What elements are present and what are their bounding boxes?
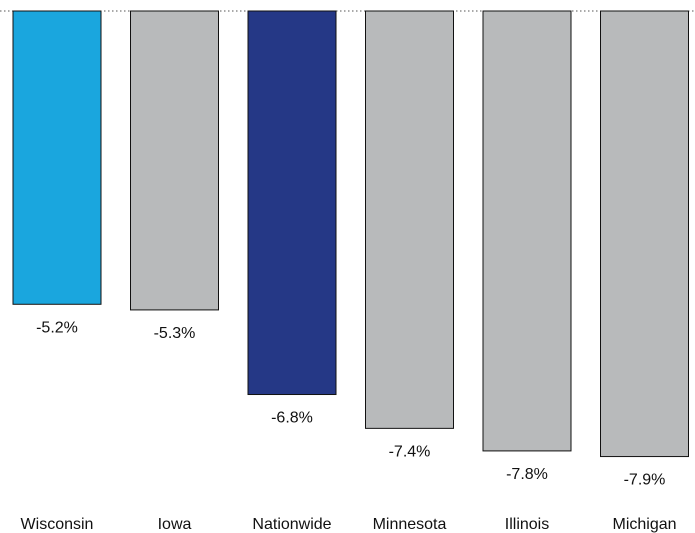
value-label-minnesota: -7.4% [389, 443, 431, 460]
value-label-iowa: -5.3% [154, 325, 196, 342]
category-label-michigan: Michigan [612, 516, 676, 533]
category-label-minnesota: Minnesota [373, 516, 447, 533]
bar-michigan [600, 10, 689, 458]
category-label-illinois: Illinois [505, 516, 549, 533]
value-label-wisconsin: -5.2% [36, 319, 78, 336]
bars-group [12, 10, 689, 458]
category-labels-group: Wisconsin Iowa Nationwide Minnesota Illinois… [21, 516, 677, 533]
value-labels-group: -5.2% -5.3% -6.8% -7.4% -7.8% -7.9% [36, 319, 665, 488]
bar-illinois [482, 10, 572, 452]
category-label-wisconsin: Wisconsin [21, 516, 94, 533]
bar-iowa [130, 10, 219, 311]
bar-minnesota [365, 10, 454, 429]
value-label-illinois: -7.8% [506, 466, 548, 483]
category-label-nationwide: Nationwide [252, 516, 331, 533]
category-label-iowa: Iowa [158, 516, 192, 533]
bar-wisconsin [12, 10, 102, 305]
bar-nationwide [247, 10, 337, 396]
value-label-nationwide: -6.8% [271, 410, 313, 427]
value-label-michigan: -7.9% [624, 472, 666, 489]
